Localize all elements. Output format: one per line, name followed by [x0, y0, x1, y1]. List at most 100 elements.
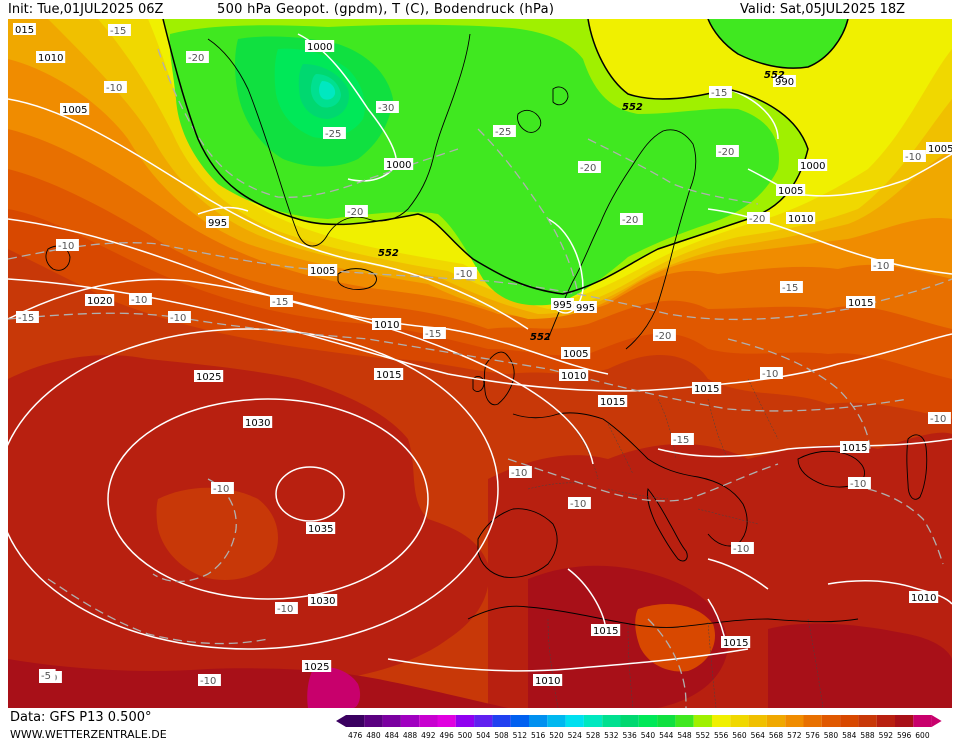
- svg-text:1015: 1015: [600, 397, 625, 408]
- legend-swatch: [638, 715, 658, 727]
- pressure-label: 1005: [561, 347, 591, 360]
- svg-text:-15: -15: [110, 26, 126, 37]
- svg-text:-25: -25: [495, 127, 511, 138]
- svg-text:-15: -15: [425, 329, 441, 340]
- isotherm-9: [727, 338, 871, 450]
- pressure-label: 1010: [559, 369, 589, 382]
- isotherm-3: [157, 48, 459, 198]
- pressure-label: 1010: [533, 674, 563, 687]
- legend-tick-label: 576: [805, 731, 820, 740]
- pressure-label: 1005: [926, 142, 952, 155]
- temperature-label: -15: [780, 281, 803, 294]
- pressure-label: 1015: [846, 296, 876, 309]
- legend-swatch: [510, 715, 529, 727]
- svg-text:995: 995: [208, 218, 227, 229]
- svg-text:-20: -20: [622, 215, 638, 226]
- legend-tick-label: 552: [696, 731, 711, 740]
- legend-swatch: [730, 715, 749, 727]
- svg-text:1000: 1000: [307, 42, 332, 53]
- isobar-1015: [8, 278, 952, 392]
- pressure-label: 1025: [194, 370, 224, 383]
- legend-tick-label: 480: [366, 731, 381, 740]
- height-band-588-spot: [156, 487, 278, 580]
- temperature-label: -10: [928, 412, 951, 425]
- svg-text:015: 015: [15, 25, 34, 36]
- isobar-1000: [297, 33, 397, 182]
- legend-tick-label: 492: [421, 731, 436, 740]
- legend-tick-label: 540: [641, 731, 656, 740]
- isotherm-2: [8, 312, 909, 412]
- temperature-label: -10: [168, 311, 191, 324]
- legend-swatch: [803, 715, 822, 727]
- svg-text:-10: -10: [213, 484, 229, 495]
- legend-tick-label: 536: [622, 731, 637, 740]
- svg-text:-10: -10: [873, 261, 889, 272]
- legend-tick-label: 528: [586, 731, 601, 740]
- svg-text:-20: -20: [188, 53, 204, 64]
- temperature-label: -15: [108, 24, 131, 37]
- legend-swatch: [693, 715, 712, 727]
- italy-coast: [647, 487, 688, 562]
- svg-text:-10: -10: [106, 83, 122, 94]
- svg-text:1000: 1000: [800, 161, 825, 172]
- legend-swatch: [437, 715, 456, 727]
- svg-text:-10: -10: [511, 468, 527, 479]
- height-label: 552: [622, 102, 643, 113]
- legend-tick-label: 500: [458, 731, 473, 740]
- legend-swatch: [400, 715, 420, 727]
- svg-text:-20: -20: [655, 331, 671, 342]
- pressure-label: 1030: [308, 594, 338, 607]
- border-line-1: [567, 378, 779, 480]
- svg-text:1015: 1015: [723, 638, 748, 649]
- svg-text:-20: -20: [718, 147, 734, 158]
- isotherm-8: [507, 458, 779, 502]
- height-band-596-b: [528, 565, 728, 708]
- isobar-1010-e: [707, 208, 952, 275]
- pressure-label: 015: [13, 23, 36, 36]
- scandinavia-coast: [547, 129, 697, 350]
- svg-text:-10: -10: [200, 676, 216, 687]
- temperature-label: -10: [454, 267, 477, 280]
- svg-text:1005: 1005: [563, 349, 588, 360]
- svg-text:-20: -20: [580, 163, 596, 174]
- pressure-label: 995: [574, 301, 597, 314]
- isobar-1015-se: [657, 438, 952, 458]
- legend-tick-label: 524: [568, 731, 583, 740]
- svg-text:1005: 1005: [778, 186, 803, 197]
- pressure-label: 1015: [721, 636, 751, 649]
- temperature-label: -10: [731, 542, 754, 555]
- svg-text:-10: -10: [762, 369, 778, 380]
- pressure-label: 1025: [302, 660, 332, 673]
- iberia-coast: [477, 508, 558, 578]
- isobar-1035: [275, 466, 345, 522]
- temperature-label: -25: [323, 127, 346, 140]
- legend-swatch: [748, 715, 767, 727]
- height-label: 552: [530, 332, 551, 343]
- temperature-label: -20: [578, 161, 601, 174]
- iceland-coast: [337, 268, 377, 290]
- legend-swatch: [876, 715, 895, 727]
- map-title: 500 hPa Geopot. (gpdm), T (C), Bodendruc…: [217, 2, 555, 17]
- isobar-1020: [8, 278, 594, 465]
- legend-swatch: [675, 715, 694, 727]
- svg-text:-10: -10: [131, 295, 147, 306]
- isotherm-7: [47, 578, 269, 645]
- svg-text:1015: 1015: [842, 443, 867, 454]
- isobar-995-north: [727, 88, 779, 140]
- svg-text:-20: -20: [749, 214, 765, 225]
- legend-tick-label: 556: [714, 731, 729, 740]
- svg-text:1010: 1010: [374, 320, 399, 331]
- africa-coast: [467, 605, 859, 628]
- pressure-label: 1000: [384, 158, 414, 171]
- svg-text:1030: 1030: [245, 418, 270, 429]
- svg-text:1010: 1010: [38, 53, 63, 64]
- pressure-label: 1010: [909, 591, 939, 604]
- height-band-600: [307, 667, 361, 708]
- temperature-label: -15: [270, 295, 293, 308]
- svg-text:-10: -10: [850, 479, 866, 490]
- legend-swatch: [382, 715, 401, 727]
- pressure-label: 1000: [305, 40, 335, 53]
- temperature-label: -20: [716, 145, 739, 158]
- temperature-label: -20: [747, 212, 770, 225]
- temperature-label: -20: [620, 213, 643, 226]
